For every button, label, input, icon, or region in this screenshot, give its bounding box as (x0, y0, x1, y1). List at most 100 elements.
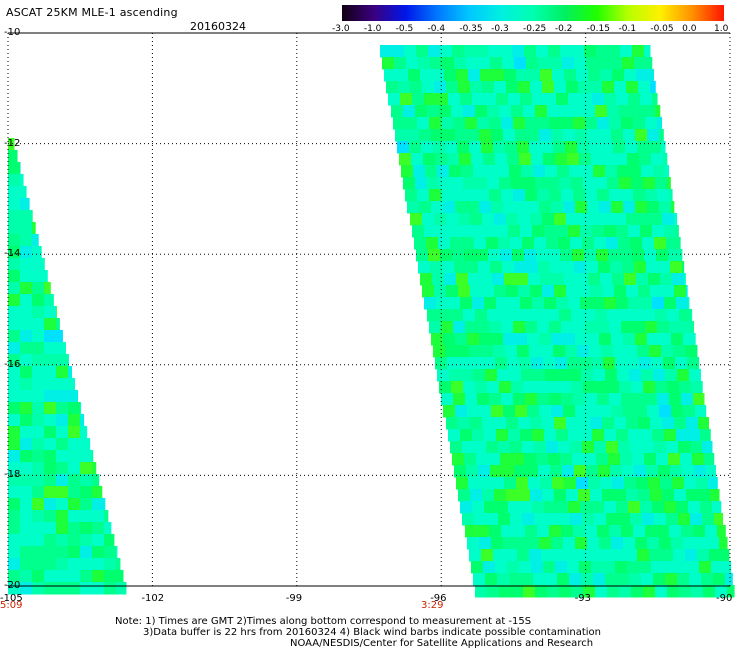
east-swath-cell (520, 225, 533, 238)
west-swath-cell (20, 414, 33, 427)
east-swath-cell (612, 477, 625, 490)
west-swath-cell (56, 534, 69, 547)
east-swath-cell (529, 141, 542, 154)
west-swath-cell (8, 390, 21, 403)
east-swath-cell (688, 297, 690, 310)
west-swath-cell (44, 402, 57, 415)
east-swath-cell (614, 417, 627, 430)
east-swath-cell (537, 189, 550, 202)
west-swath-cell (32, 450, 45, 463)
east-swath-cell (422, 81, 435, 94)
east-swath-cell (587, 201, 600, 214)
east-swath-cell (410, 81, 423, 94)
west-swath-cell (56, 546, 69, 559)
east-swath-cell (501, 117, 514, 130)
east-swath-cell (446, 285, 459, 298)
east-swath-cell (468, 273, 481, 286)
east-swath-cell (549, 189, 562, 202)
east-swath-cell (424, 297, 437, 310)
latitude-tick-label: -16 (4, 358, 21, 370)
east-swath-cell (573, 393, 586, 406)
east-swath-cell (551, 537, 564, 550)
east-swath-cell (435, 153, 448, 166)
west-swath-cell (8, 366, 21, 379)
east-swath-cell (613, 345, 626, 358)
east-swath-cell (486, 513, 499, 526)
latitude-tick-label: -10 (4, 27, 21, 38)
east-swath-cell (678, 441, 691, 454)
east-swath-cell (655, 585, 668, 598)
east-swath-cell (662, 213, 675, 226)
west-swath-cell (104, 546, 117, 559)
east-swath-cell (614, 213, 627, 226)
east-swath-cell (523, 177, 536, 190)
east-swath-cell (420, 273, 433, 286)
east-swath-cell (609, 393, 622, 406)
east-swath-cell (563, 405, 576, 418)
west-swath-cell (68, 558, 81, 571)
east-swath-cell (532, 297, 545, 310)
east-swath-cell (440, 249, 453, 262)
west-swath-cell (32, 222, 36, 235)
east-swath-cell (484, 225, 497, 238)
west-swath-cell (32, 282, 45, 295)
east-swath-cell (482, 213, 495, 226)
east-swath-cell (495, 153, 508, 166)
west-swath-cell (8, 186, 21, 199)
west-swath-cell (8, 378, 21, 391)
east-swath-cell (511, 309, 524, 322)
east-swath-cell (474, 441, 487, 454)
west-swath-cell (8, 318, 21, 331)
east-swath-cell (664, 501, 677, 514)
west-swath-cell (8, 546, 21, 559)
east-swath-cell (514, 57, 527, 70)
east-swath-cell (455, 333, 468, 346)
east-swath-cell (532, 429, 545, 442)
east-swath-cell (663, 357, 676, 370)
east-swath-cell (553, 549, 566, 562)
east-swath-cell (556, 297, 569, 310)
east-swath-cell (596, 45, 609, 58)
west-swath-cell (8, 306, 21, 319)
east-swath-cell (654, 441, 667, 454)
east-swath-cell (640, 429, 653, 442)
west-swath-cell (80, 582, 93, 595)
east-swath-cell (611, 201, 624, 214)
west-swath-cell (20, 330, 33, 343)
east-swath-cell (585, 117, 598, 130)
east-swath-cell (585, 393, 598, 406)
west-swath-cell (20, 186, 27, 199)
east-swath-cell (633, 117, 646, 130)
east-swath-cell (655, 177, 668, 190)
east-swath-cell (499, 309, 512, 322)
east-swath-cell (531, 153, 544, 166)
east-swath-cell (623, 333, 636, 346)
west-swath-cell (44, 414, 57, 427)
east-swath-cell (429, 117, 442, 130)
east-swath-cell (511, 585, 524, 598)
east-swath-cell (458, 489, 471, 502)
east-swath-cell (515, 129, 528, 142)
west-swath-cell (56, 570, 69, 583)
east-swath-cell (631, 381, 644, 394)
east-swath-cell (667, 381, 680, 394)
west-swath-cell (80, 414, 85, 427)
east-swath-cell (486, 237, 499, 250)
east-swath-cell (604, 93, 617, 106)
east-swath-cell (436, 93, 449, 106)
east-swath-cell (496, 93, 509, 106)
east-swath-cell (537, 393, 550, 406)
east-swath-cell (644, 249, 657, 262)
east-swath-cell (550, 261, 563, 274)
east-swath-cell (663, 561, 676, 574)
east-swath-cell (475, 309, 488, 322)
east-swath-cell (549, 525, 562, 538)
east-swath-cell (470, 285, 483, 298)
west-swath-cell (20, 222, 33, 235)
east-swath-cell (644, 453, 657, 466)
east-swath-cell (681, 525, 694, 538)
east-swath-cell (530, 489, 543, 502)
east-swath-cell (531, 561, 544, 574)
east-swath-cell (602, 81, 615, 94)
east-swath-cell (587, 537, 600, 550)
